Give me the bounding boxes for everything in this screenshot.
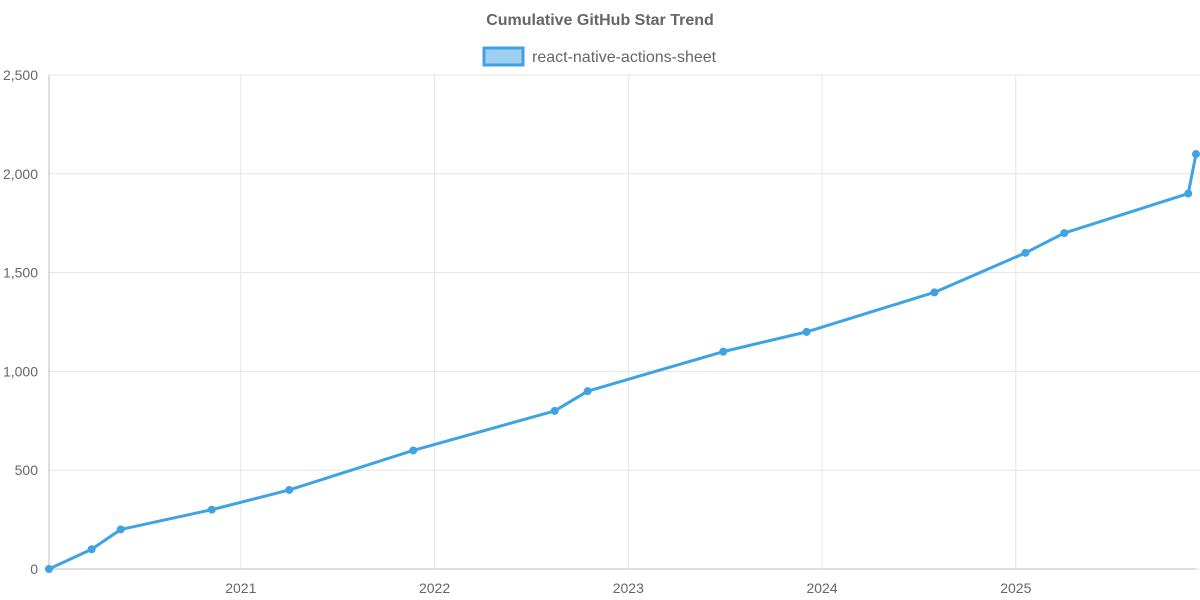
data-point[interactable] [1192, 150, 1200, 159]
data-point[interactable] [802, 327, 811, 336]
data-point[interactable] [1060, 229, 1069, 238]
y-tick-label: 1,500 [3, 265, 38, 281]
data-point[interactable] [930, 288, 939, 297]
x-axis-ticks: 2021 2022 2023 2024 2025 [225, 580, 1031, 596]
data-point[interactable] [116, 525, 125, 534]
x-tick-label: 2023 [613, 580, 644, 596]
data-point[interactable] [207, 505, 216, 514]
data-point[interactable] [550, 406, 559, 415]
data-point[interactable] [409, 446, 418, 455]
x-tick-label: 2025 [1000, 580, 1031, 596]
data-point[interactable] [45, 565, 53, 573]
chart-title: Cumulative GitHub Star Trend [486, 12, 714, 29]
legend-label: react-native-actions-sheet [532, 49, 717, 66]
y-tick-label: 2,500 [3, 67, 38, 83]
y-tick-label: 1,000 [3, 363, 38, 379]
y-tick-label: 2,000 [3, 166, 38, 182]
y-gridlines [49, 74, 1200, 570]
data-point[interactable] [1184, 189, 1193, 198]
y-tick-label: 0 [30, 561, 38, 577]
x-tick-label: 2024 [806, 580, 837, 596]
y-tick-label: 500 [15, 462, 39, 478]
series-line [47, 152, 1198, 571]
x-tick-label: 2021 [225, 580, 256, 596]
y-axis-ticks: 0 500 1,000 1,500 2,000 2,500 [3, 67, 38, 577]
data-point[interactable] [583, 387, 592, 396]
x-gridlines [240, 75, 1017, 569]
data-point[interactable] [87, 545, 96, 554]
legend[interactable]: react-native-actions-sheet [482, 46, 717, 67]
data-points [45, 150, 1200, 573]
data-point[interactable] [285, 485, 294, 494]
legend-swatch [482, 46, 525, 67]
x-tick-label: 2022 [419, 580, 450, 596]
data-point[interactable] [1021, 248, 1030, 257]
data-point[interactable] [719, 347, 728, 356]
